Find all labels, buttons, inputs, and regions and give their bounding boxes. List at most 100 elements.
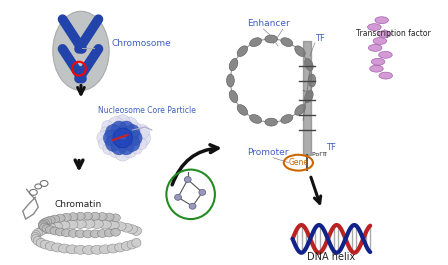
Ellipse shape <box>59 221 70 230</box>
Circle shape <box>102 121 113 132</box>
Ellipse shape <box>68 213 78 220</box>
Ellipse shape <box>104 229 114 237</box>
Ellipse shape <box>36 238 46 247</box>
Circle shape <box>109 145 122 158</box>
Ellipse shape <box>189 203 196 209</box>
Ellipse shape <box>199 189 206 195</box>
Ellipse shape <box>39 223 49 231</box>
Circle shape <box>103 143 114 154</box>
Ellipse shape <box>74 219 86 228</box>
Ellipse shape <box>52 222 63 231</box>
Ellipse shape <box>126 225 138 234</box>
Circle shape <box>125 136 140 151</box>
Ellipse shape <box>42 218 52 226</box>
Ellipse shape <box>184 176 191 183</box>
Ellipse shape <box>91 219 103 228</box>
Circle shape <box>119 139 134 155</box>
Circle shape <box>108 117 125 134</box>
Ellipse shape <box>31 232 40 241</box>
Ellipse shape <box>281 38 293 47</box>
Circle shape <box>125 125 140 140</box>
Ellipse shape <box>98 229 107 237</box>
Ellipse shape <box>32 230 40 239</box>
Ellipse shape <box>368 45 382 51</box>
Ellipse shape <box>42 225 52 232</box>
Circle shape <box>106 136 121 151</box>
Ellipse shape <box>265 35 277 43</box>
Text: Chromosome: Chromosome <box>111 39 171 48</box>
Ellipse shape <box>34 228 43 237</box>
Ellipse shape <box>33 236 43 245</box>
Ellipse shape <box>50 227 60 235</box>
Circle shape <box>97 131 111 145</box>
Circle shape <box>115 114 130 130</box>
Ellipse shape <box>114 222 126 231</box>
Ellipse shape <box>61 213 71 221</box>
Ellipse shape <box>61 229 71 237</box>
Ellipse shape <box>373 38 387 45</box>
Ellipse shape <box>305 90 313 103</box>
Ellipse shape <box>132 238 141 247</box>
Ellipse shape <box>75 230 85 238</box>
Circle shape <box>121 117 138 134</box>
Text: Gene: Gene <box>289 158 308 167</box>
Ellipse shape <box>75 212 85 220</box>
Ellipse shape <box>68 229 78 237</box>
Ellipse shape <box>50 215 60 223</box>
Ellipse shape <box>379 51 392 58</box>
Circle shape <box>127 130 142 146</box>
Ellipse shape <box>90 212 100 220</box>
Ellipse shape <box>46 223 56 232</box>
Ellipse shape <box>98 213 107 220</box>
Ellipse shape <box>74 245 87 254</box>
Circle shape <box>112 139 127 155</box>
Ellipse shape <box>305 59 313 71</box>
Ellipse shape <box>370 65 383 72</box>
Ellipse shape <box>175 194 181 200</box>
Ellipse shape <box>131 227 142 235</box>
Ellipse shape <box>39 219 49 227</box>
Circle shape <box>119 121 134 137</box>
Ellipse shape <box>104 213 114 221</box>
Text: Enhancer: Enhancer <box>247 19 290 28</box>
Ellipse shape <box>66 220 78 229</box>
Ellipse shape <box>56 214 65 222</box>
Ellipse shape <box>52 243 63 252</box>
Text: DNA helix: DNA helix <box>307 252 356 262</box>
Circle shape <box>99 138 111 150</box>
Ellipse shape <box>41 225 50 234</box>
Circle shape <box>103 130 119 146</box>
Ellipse shape <box>227 74 234 87</box>
Ellipse shape <box>375 17 388 24</box>
Ellipse shape <box>127 240 137 249</box>
Circle shape <box>112 121 127 137</box>
Ellipse shape <box>295 105 305 115</box>
Ellipse shape <box>83 230 93 238</box>
Ellipse shape <box>45 242 56 251</box>
Text: TF: TF <box>315 34 325 43</box>
Circle shape <box>115 145 131 161</box>
Text: Transcription factor: Transcription factor <box>356 29 431 38</box>
Ellipse shape <box>66 245 78 254</box>
Text: Promoter: Promoter <box>247 148 289 157</box>
Circle shape <box>134 129 151 147</box>
Ellipse shape <box>378 30 392 38</box>
Circle shape <box>135 125 149 139</box>
Ellipse shape <box>56 228 65 236</box>
Ellipse shape <box>46 216 55 224</box>
Ellipse shape <box>379 72 392 79</box>
Ellipse shape <box>91 245 103 254</box>
Ellipse shape <box>281 114 293 123</box>
Ellipse shape <box>121 242 132 251</box>
Ellipse shape <box>229 90 238 103</box>
Ellipse shape <box>250 38 262 47</box>
Circle shape <box>132 144 142 154</box>
Ellipse shape <box>83 212 93 220</box>
Ellipse shape <box>265 118 277 126</box>
Ellipse shape <box>37 227 46 235</box>
Ellipse shape <box>99 220 112 229</box>
Ellipse shape <box>237 105 248 115</box>
Ellipse shape <box>111 214 121 222</box>
Ellipse shape <box>46 226 55 234</box>
Text: Nucleosome Core Particle: Nucleosome Core Particle <box>99 106 196 115</box>
